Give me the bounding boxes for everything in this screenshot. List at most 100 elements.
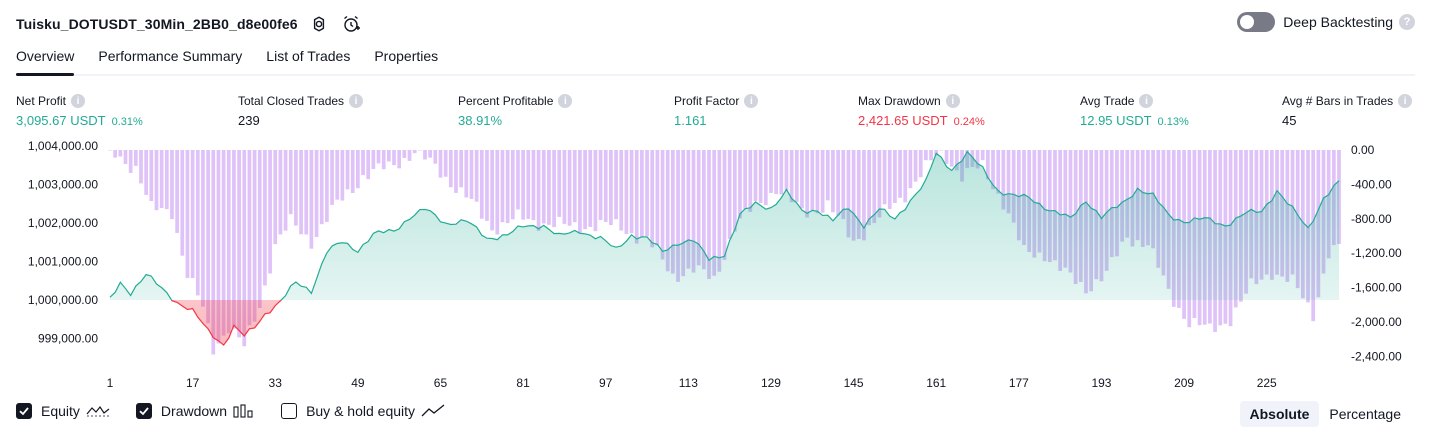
buy-hold-line-icon: [421, 404, 445, 418]
equity-drawdown-chart[interactable]: 1,004,000.00 1,003,000.00 1,002,000.00 1,00…: [0, 138, 1431, 398]
x-tick-label: 209: [1174, 376, 1194, 390]
metric-total-closed-trades: Total Closed Trades i 239: [238, 92, 364, 128]
drawdown-bar: [634, 150, 639, 244]
drawdown-bar: [846, 150, 851, 238]
drawdown-bar: [924, 150, 928, 161]
y-right-tick-label: -2,400.00: [1351, 349, 1402, 363]
drawdown-bar: [691, 150, 696, 273]
drawdown-bar: [583, 150, 587, 230]
info-icon[interactable]: i: [349, 94, 364, 108]
info-icon[interactable]: i: [1398, 94, 1413, 108]
drawdown-bar: [154, 150, 159, 211]
drawdown-bar: [361, 150, 365, 176]
x-tick-label: 49: [351, 376, 365, 390]
deep-backtesting-label: Deep Backtesting: [1283, 14, 1393, 30]
drawdown-bar: [397, 150, 402, 169]
info-icon[interactable]: i: [1139, 94, 1154, 108]
x-tick-label: 129: [761, 376, 781, 390]
y-right-tick-label: -400.00: [1351, 177, 1392, 191]
metric-label: Avg # Bars in Trades: [1282, 94, 1394, 108]
drawdown-bar: [190, 150, 195, 279]
drawdown-bar: [660, 150, 665, 260]
drawdown-bar: [268, 150, 272, 274]
drawdown-bar: [939, 150, 944, 151]
drawdown-bar: [547, 150, 551, 225]
metric-percent-profitable: Percent Profitable i 38.91%: [458, 92, 573, 128]
info-icon[interactable]: i: [744, 94, 759, 108]
tab-properties[interactable]: Properties: [374, 48, 439, 64]
x-tick-label: 17: [186, 376, 200, 390]
y-left-tick-label: 1,004,000.00: [28, 139, 98, 153]
drawdown-bar: [898, 150, 902, 198]
drawdown-bar: [763, 150, 768, 206]
drawdown-bar: [500, 150, 505, 223]
metric-label: Net Profit: [16, 94, 67, 108]
metric-label: Profit Factor: [674, 94, 740, 108]
drawdown-bar: [681, 150, 686, 277]
drawdown-bar: [820, 150, 825, 213]
drawdown-bar: [474, 150, 479, 202]
strategy-header: Tuisku_DOTUSDT_30Min_2BB0_d8e00fe6: [16, 10, 362, 38]
deep-backtesting-toggle[interactable]: [1237, 12, 1276, 32]
drawdown-bar: [211, 150, 216, 355]
info-icon[interactable]: i: [558, 94, 573, 108]
drawdown-bar: [603, 150, 608, 222]
drawdown-bar: [707, 150, 711, 279]
drawdown-bar: [800, 150, 804, 209]
drawdown-bar: [836, 150, 840, 216]
absolute-button[interactable]: Absolute: [1239, 401, 1320, 427]
drawdown-bar: [159, 150, 164, 208]
drawdown-bar: [479, 150, 484, 219]
tab-list-of-trades[interactable]: List of Trades: [266, 48, 351, 64]
tab-overview[interactable]: Overview: [16, 44, 75, 76]
drawdown-bar: [386, 150, 391, 162]
drawdown-bar: [717, 150, 722, 272]
drawdown-bar: [805, 150, 809, 218]
drawdown-bar: [356, 150, 360, 189]
tab-performance-summary[interactable]: Performance Summary: [98, 48, 243, 64]
settings-icon[interactable]: [308, 13, 330, 35]
drawdown-bar: [428, 150, 433, 158]
drawdown-bar: [779, 150, 784, 195]
drawdown-bar: [908, 150, 913, 189]
drawdown-bar: [1063, 150, 1068, 268]
drawdown-bar: [144, 150, 149, 195]
drawdown-bar: [903, 150, 908, 203]
drawdown-bar: [319, 150, 324, 225]
y-left-tick-label: 1,001,000.00: [28, 255, 98, 269]
drawdown-bar: [314, 150, 319, 237]
drawdown-bar: [283, 150, 288, 231]
max-drawdown-value: 2,421.65 USDT: [858, 113, 948, 128]
drawdown-bar: [769, 150, 773, 193]
legend-drawdown[interactable]: Drawdown: [135, 403, 255, 419]
legend-equity[interactable]: Equity: [16, 403, 110, 419]
drawdown-bar: [273, 150, 278, 245]
info-icon[interactable]: i: [945, 94, 960, 108]
drawdown-bar: [645, 150, 649, 237]
drawdown-bar: [825, 150, 830, 201]
drawdown-bar: [263, 150, 267, 286]
avg-trade-pct: 0.13%: [1157, 116, 1189, 128]
equity-checkbox[interactable]: [16, 403, 32, 419]
drawdown-bar: [402, 150, 407, 158]
drawdown-bar: [949, 150, 954, 167]
drawdown-checkbox[interactable]: [135, 403, 152, 419]
add-alert-icon[interactable]: [340, 13, 362, 35]
drawdown-bar: [201, 150, 205, 307]
x-axis: 1 17 33 49 65 81 97 113 129 145 161 177 193 209 225: [107, 376, 1277, 390]
drawdown-bar: [226, 150, 231, 334]
help-icon[interactable]: ?: [1399, 14, 1415, 30]
buy-hold-checkbox[interactable]: [281, 403, 298, 419]
drawdown-bar: [510, 150, 515, 220]
percentage-button[interactable]: Percentage: [1329, 406, 1401, 422]
y-right-tick-label: 0.00: [1351, 143, 1375, 157]
drawdown-bar: [557, 150, 562, 217]
x-tick-label: 193: [1091, 376, 1111, 390]
strategy-title: Tuisku_DOTUSDT_30Min_2BB0_d8e00fe6: [16, 16, 298, 32]
legend-buy-hold[interactable]: Buy & hold equity: [281, 403, 445, 419]
x-tick-label: 145: [844, 376, 864, 390]
drawdown-bar: [237, 150, 241, 338]
info-icon[interactable]: i: [71, 94, 86, 108]
buy-hold-label: Buy & hold equity: [306, 403, 416, 419]
y-left-tick-label: 999,000.00: [38, 332, 98, 346]
